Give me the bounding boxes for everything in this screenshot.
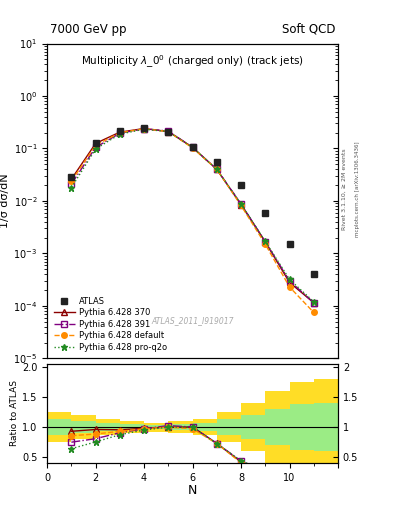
Line: ATLAS: ATLAS: [68, 125, 317, 278]
Pythia 6.428 370: [69, 176, 74, 182]
Pythia 6.428 370: [215, 166, 219, 173]
Pythia 6.428 391: [287, 278, 292, 284]
Pythia 6.428 370: [311, 300, 316, 306]
Pythia 6.428 default: [118, 130, 122, 136]
Pythia 6.428 391: [239, 201, 243, 207]
ATLAS: [263, 209, 268, 216]
Pythia 6.428 370: [93, 140, 98, 146]
Pythia 6.428 391: [166, 128, 171, 134]
Pythia 6.428 391: [142, 125, 147, 132]
Pythia 6.428 pro-q2o: [118, 131, 122, 137]
Pythia 6.428 391: [93, 144, 98, 151]
Line: Pythia 6.428 370: Pythia 6.428 370: [69, 126, 316, 306]
Y-axis label: Ratio to ATLAS: Ratio to ATLAS: [10, 380, 19, 446]
Pythia 6.428 370: [142, 125, 147, 132]
ATLAS: [287, 241, 292, 247]
Pythia 6.428 pro-q2o: [166, 129, 171, 135]
Text: Multiplicity $\lambda\_0^0$ (charged only) (track jets): Multiplicity $\lambda\_0^0$ (charged onl…: [81, 53, 304, 70]
Pythia 6.428 370: [190, 144, 195, 151]
Legend: ATLAS, Pythia 6.428 370, Pythia 6.428 391, Pythia 6.428 default, Pythia 6.428 pr: ATLAS, Pythia 6.428 370, Pythia 6.428 39…: [51, 294, 169, 354]
Pythia 6.428 default: [287, 284, 292, 290]
Pythia 6.428 391: [263, 239, 268, 245]
Pythia 6.428 default: [215, 166, 219, 173]
Pythia 6.428 pro-q2o: [311, 298, 316, 305]
Text: 7000 GeV pp: 7000 GeV pp: [50, 23, 127, 36]
Text: Rivet 3.1.10, ≥ 2M events: Rivet 3.1.10, ≥ 2M events: [342, 148, 346, 230]
Pythia 6.428 pro-q2o: [142, 126, 147, 132]
Pythia 6.428 391: [118, 130, 122, 136]
Pythia 6.428 default: [93, 142, 98, 148]
Pythia 6.428 391: [69, 181, 74, 187]
Pythia 6.428 370: [239, 202, 243, 208]
Pythia 6.428 default: [311, 309, 316, 315]
Pythia 6.428 default: [263, 241, 268, 247]
Y-axis label: 1/σ dσ/dN: 1/σ dσ/dN: [0, 174, 11, 228]
Pythia 6.428 370: [118, 129, 122, 135]
Line: Pythia 6.428 default: Pythia 6.428 default: [69, 126, 316, 315]
Pythia 6.428 370: [263, 239, 268, 245]
ATLAS: [142, 125, 147, 131]
ATLAS: [69, 175, 74, 181]
Pythia 6.428 pro-q2o: [263, 238, 268, 244]
Text: ATLAS_2011_I919017: ATLAS_2011_I919017: [151, 316, 234, 325]
Pythia 6.428 default: [166, 129, 171, 135]
ATLAS: [215, 159, 219, 165]
Pythia 6.428 391: [190, 144, 195, 151]
Pythia 6.428 default: [190, 145, 195, 151]
Pythia 6.428 pro-q2o: [93, 146, 98, 152]
Pythia 6.428 391: [215, 166, 219, 173]
X-axis label: N: N: [188, 484, 197, 498]
Line: Pythia 6.428 391: Pythia 6.428 391: [69, 126, 316, 306]
Pythia 6.428 pro-q2o: [190, 144, 195, 151]
Pythia 6.428 pro-q2o: [239, 201, 243, 207]
ATLAS: [118, 128, 122, 134]
ATLAS: [93, 139, 98, 145]
ATLAS: [311, 271, 316, 278]
Pythia 6.428 pro-q2o: [69, 184, 74, 190]
Pythia 6.428 pro-q2o: [215, 166, 219, 173]
Text: mcplots.cern.ch [arXiv:1306.3436]: mcplots.cern.ch [arXiv:1306.3436]: [355, 142, 360, 237]
Pythia 6.428 default: [239, 202, 243, 208]
Pythia 6.428 391: [311, 300, 316, 306]
ATLAS: [239, 182, 243, 188]
Text: Soft QCD: Soft QCD: [281, 23, 335, 36]
ATLAS: [190, 144, 195, 151]
Pythia 6.428 pro-q2o: [287, 276, 292, 283]
Pythia 6.428 default: [142, 125, 147, 132]
Pythia 6.428 default: [69, 178, 74, 184]
Pythia 6.428 370: [287, 280, 292, 286]
ATLAS: [166, 129, 171, 135]
Pythia 6.428 370: [166, 129, 171, 135]
Line: Pythia 6.428 pro-q2o: Pythia 6.428 pro-q2o: [68, 126, 317, 305]
